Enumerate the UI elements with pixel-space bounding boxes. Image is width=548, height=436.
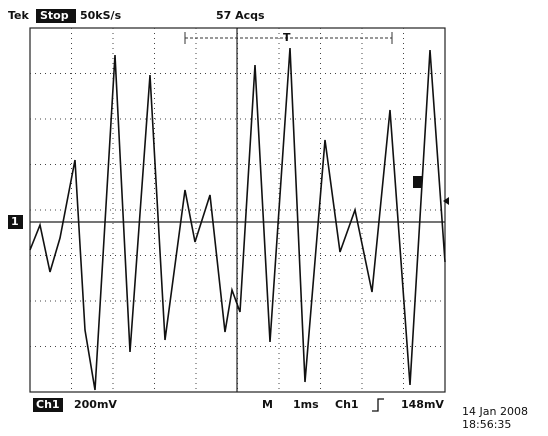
trigger-level: 148mV — [401, 398, 444, 411]
state-box — [36, 9, 76, 23]
time: 18:56:35 — [462, 418, 511, 431]
channel: Ch1 — [36, 398, 60, 411]
channel-box — [33, 398, 63, 412]
channel-marker: 1 — [11, 215, 19, 228]
cursor-block — [413, 176, 422, 188]
brand: Tek — [8, 9, 30, 22]
sample-rate: 50kS/s — [80, 9, 122, 22]
acquisitions: 57 Acqs — [216, 9, 265, 22]
trigger-source: Ch1 — [335, 398, 359, 411]
channel-marker-box — [8, 215, 23, 229]
timebase-label: M — [262, 398, 273, 411]
grid-lines — [30, 28, 445, 392]
graticule — [29, 27, 446, 393]
waveform — [29, 47, 446, 391]
trigger-marker: T — [283, 31, 291, 44]
trigger-level-arrow — [443, 197, 449, 205]
run-state: Stop — [40, 9, 69, 22]
vertical-scale: 200mV — [74, 398, 117, 411]
timebase: 1ms — [293, 398, 319, 411]
date: 14 Jan 2008 — [462, 405, 528, 418]
trigger-slope — [372, 398, 384, 412]
